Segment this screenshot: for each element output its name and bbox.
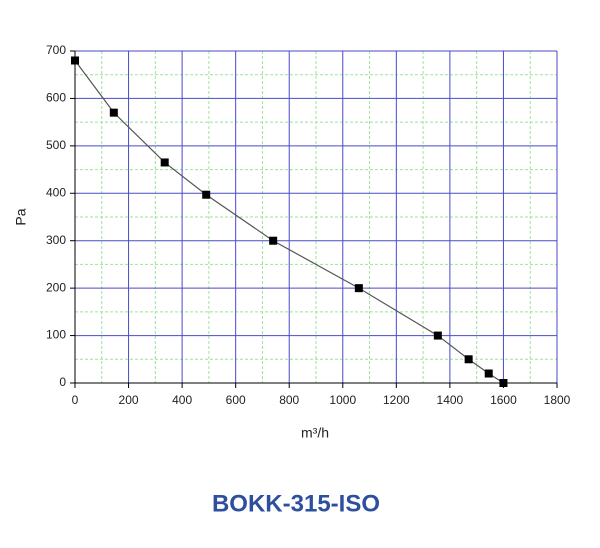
- x-tick-label: 1200: [383, 393, 410, 407]
- marker: [269, 236, 278, 245]
- marker: [160, 158, 169, 167]
- y-tick-label: 700: [46, 43, 66, 57]
- x-tick-label: 1600: [490, 393, 517, 407]
- marker: [354, 284, 363, 293]
- x-tick-label: 1400: [437, 393, 464, 407]
- x-tick-label: 1000: [329, 393, 356, 407]
- x-axis-label: m³/h: [301, 425, 329, 441]
- chart-title: BOKK-315-ISO: [212, 490, 380, 517]
- line: [74, 60, 504, 384]
- y-tick-label: 200: [46, 280, 66, 294]
- marker: [433, 331, 442, 340]
- marker: [109, 108, 118, 117]
- x-tick-label: 0: [72, 393, 79, 407]
- y-tick-label: 0: [59, 375, 66, 389]
- y-tick-label: 500: [46, 138, 66, 152]
- marker: [464, 355, 473, 364]
- x-tick-label: 800: [279, 393, 299, 407]
- marker: [499, 379, 508, 387]
- x-tick-label: 200: [119, 393, 139, 407]
- marker: [202, 190, 211, 199]
- y-tick-label: 400: [46, 185, 66, 199]
- y-axis-label: Pa: [13, 208, 29, 225]
- x-tick-label: 1800: [544, 393, 571, 407]
- y-tick-label: 100: [46, 328, 66, 342]
- y-tick-label: 600: [46, 91, 66, 105]
- x-tick-label: 400: [172, 393, 192, 407]
- marker: [484, 369, 493, 378]
- x-tick-label: 600: [226, 393, 246, 407]
- marker: [71, 56, 79, 65]
- y-tick-label: 300: [46, 233, 66, 247]
